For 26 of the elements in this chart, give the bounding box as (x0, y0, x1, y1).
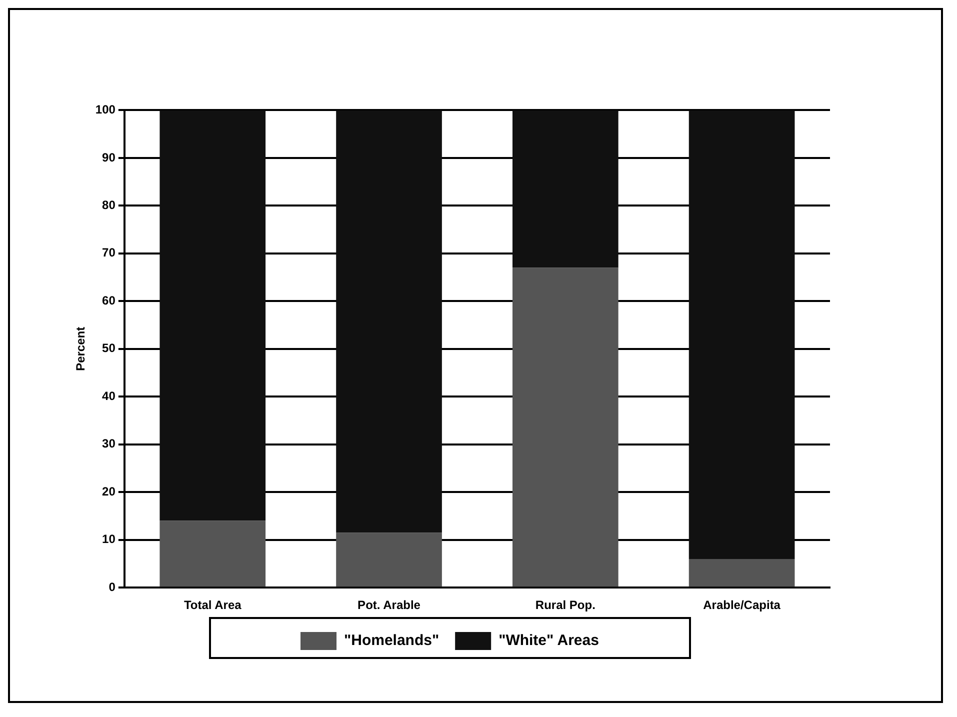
bar (512, 268, 618, 587)
legend-label: "Homelands" (344, 632, 440, 650)
bar (336, 110, 442, 533)
x-tick-label: Arable/Capita (703, 598, 781, 612)
x-tick-label: Pot. Arable (358, 598, 421, 612)
y-tick-label: 90 (102, 150, 116, 164)
y-axis-title: Percent (74, 326, 88, 371)
y-tick-label: 0 (108, 580, 116, 594)
y-tick-label: 60 (102, 293, 116, 308)
y-tick-label: 40 (102, 388, 116, 403)
y-tick-label: 80 (102, 198, 116, 212)
y-tick-label: 20 (102, 484, 116, 498)
y-tick-label: 70 (102, 246, 116, 260)
bar (512, 110, 618, 268)
y-tick-label: 50 (102, 341, 116, 356)
bar (160, 110, 266, 521)
bar (336, 532, 442, 587)
x-tick-label: Rural Pop. (535, 598, 596, 612)
y-tick-label: 100 (95, 102, 116, 117)
y-tick-label: 10 (102, 532, 116, 546)
legend-label: "White" Areas (498, 632, 599, 650)
bar (160, 520, 266, 587)
y-tick-label: 30 (102, 436, 116, 451)
bar (688, 558, 795, 587)
bar (688, 110, 795, 559)
x-tick-label: Total Area (184, 598, 242, 612)
